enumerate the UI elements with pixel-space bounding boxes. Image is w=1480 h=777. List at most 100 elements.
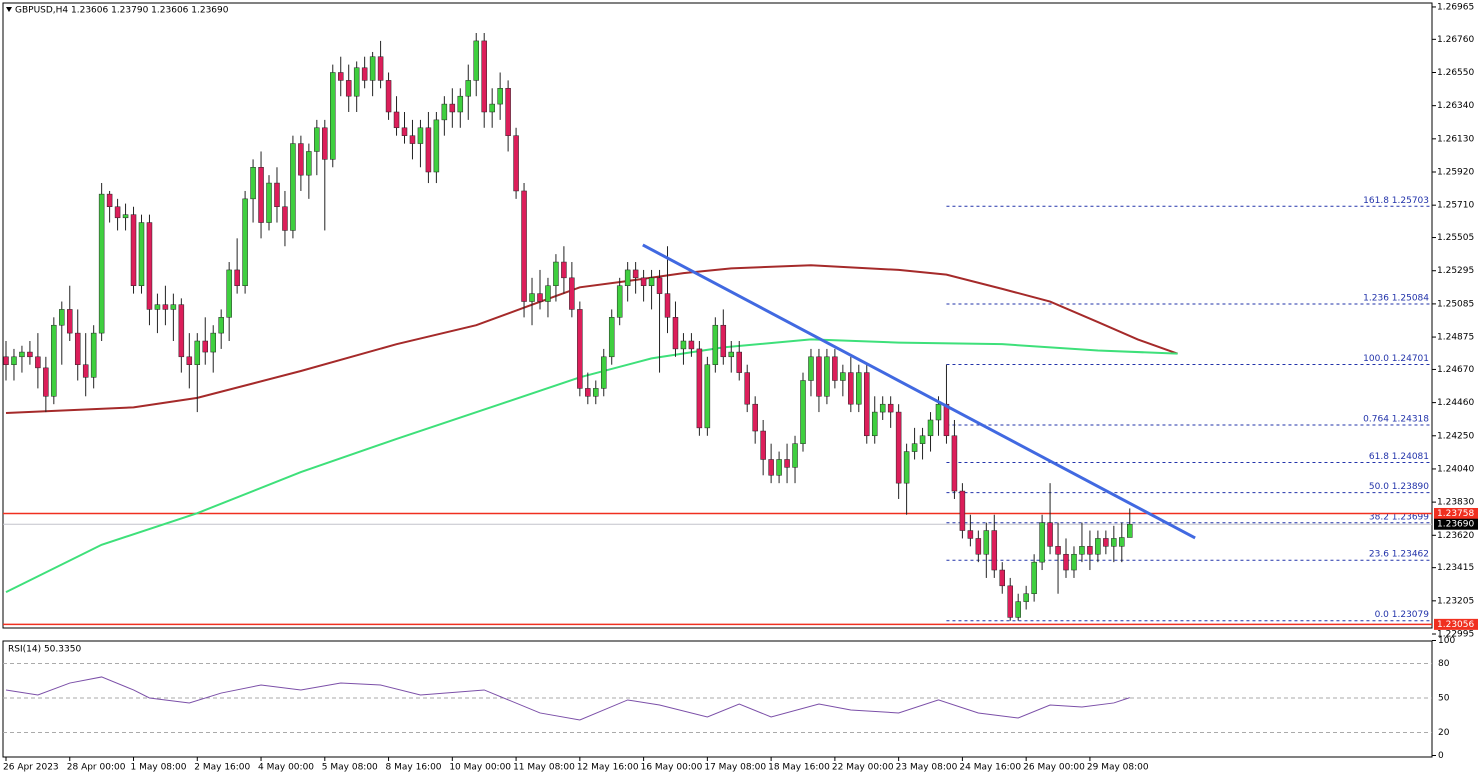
candle-body [561,261,567,279]
candle-body [473,40,479,81]
candle-body [959,490,966,531]
fib-label: 1.236 1.25084 [1363,294,1429,304]
candle-body [593,388,599,397]
candle-body [879,403,886,413]
candle-body [967,530,974,539]
price-tag-label: 1.23056 [1437,620,1474,630]
candle-body [1031,561,1037,594]
candle-body [1079,546,1085,555]
candle-body [553,261,559,286]
candle-body [624,269,631,286]
fib-label: 100.0 1.24701 [1363,354,1429,364]
x-tick-label: 26 Apr 2023 [3,763,59,773]
candle-body [856,372,862,405]
candle-body [106,193,113,208]
price-tag [1434,507,1478,519]
candle-body [688,340,695,350]
candle-body [146,222,153,310]
candle-body [601,356,607,389]
candle-body [1103,538,1109,547]
candle-body [385,80,392,113]
candle-body [59,309,65,326]
moving-average [5,264,1178,415]
y-tick-label: 1.22995 [1437,630,1474,640]
rsi-title: RSI(14) 50.3350 [8,645,81,655]
candle-body [895,411,902,484]
x-tick-label: 16 May 00:00 [641,763,703,773]
candle-body [322,127,328,160]
candle-body [369,56,376,81]
candle-body [752,403,758,432]
rsi-frame [2,640,1433,758]
candle-body [1071,553,1077,571]
candle-body [616,285,623,318]
candle-body [943,403,950,437]
candle-body [680,340,687,350]
fib-label: 161.8 1.25703 [1363,196,1429,206]
candle-body [122,214,129,219]
candle-body [664,293,671,318]
main-frame [2,2,1433,629]
candle-body [911,443,918,452]
candle-body [401,127,408,136]
candle-body [776,459,782,476]
price-tag-label: 1.23690 [1437,520,1474,530]
y-tick-label: 1.24250 [1437,431,1474,441]
candle-body [186,356,193,365]
candle-body [1095,538,1101,555]
x-tick-label: 28 Apr 00:00 [67,763,126,773]
candle-body [234,269,240,286]
rsi-tick-label: 80 [1438,659,1450,669]
candle-body [67,309,73,334]
candle-body [935,403,942,421]
candle-body [441,103,448,121]
x-tick-label: 4 May 00:00 [258,763,314,773]
y-tick-label: 1.24875 [1437,333,1474,343]
fib-label: 50.0 1.23890 [1369,482,1429,492]
y-tick-label: 1.25505 [1437,233,1474,243]
candle-body [999,569,1005,587]
y-tick-label: 1.23205 [1437,596,1474,606]
candle-body [632,269,639,279]
y-tick-label: 1.25710 [1437,201,1474,211]
candle-body [130,214,137,286]
candle-body [505,88,511,136]
y-tick-label: 1.24670 [1437,365,1474,375]
candle-body [353,67,360,97]
candle-body [919,435,926,444]
x-tick-label: 1 May 08:00 [131,763,187,773]
candle-body [170,304,177,310]
x-tick-label: 18 May 16:00 [768,763,830,773]
candle-body [951,435,958,492]
candle-body [640,277,647,286]
price-tag-label: 1.23758 [1437,509,1474,519]
chart-title: GBPUSD,H4 1.23606 1.23790 1.23606 1.2369… [15,6,229,16]
candle-body [3,356,9,365]
y-tick-label: 1.23830 [1437,498,1474,508]
candle-body [298,143,304,176]
candle-body [1047,522,1053,547]
overlay: 1.26965 1.26760 1.26550 1.26340 1.26130 1.259… [3,2,1478,773]
candle-body [178,304,185,358]
price-tag [1434,618,1478,630]
candle-body [887,403,894,413]
trendline [642,243,1196,540]
candle-body [465,80,472,97]
candle-body [282,206,288,231]
candle-body [266,182,272,223]
x-tick-label: 10 May 00:00 [449,763,511,773]
y-tick-label: 1.26130 [1437,134,1474,144]
candle-body [824,356,830,397]
rsi-tick-label: 50 [1438,694,1450,704]
x-tick-label: 24 May 16:00 [959,763,1021,773]
candle-body [1007,585,1013,618]
fib-label: 0.764 1.24318 [1363,415,1429,425]
candle-body [577,309,583,389]
candle-body [903,451,910,484]
candle-body [784,459,790,468]
candle-body [521,190,527,302]
candle-body [114,206,121,219]
candle-body [840,372,846,381]
y-tick-label: 1.23415 [1437,563,1474,573]
candle-body [242,198,248,286]
